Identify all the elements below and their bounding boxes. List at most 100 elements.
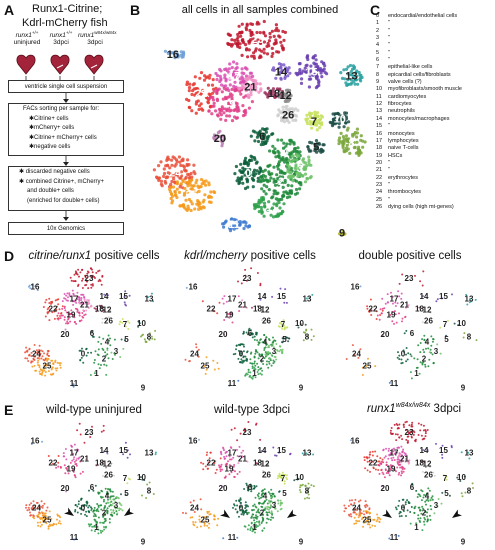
cluster-0-points xyxy=(394,498,413,518)
cluster-label: 12 xyxy=(261,306,270,315)
cluster-label: 13 xyxy=(145,295,154,304)
cluster-label: 2 xyxy=(102,354,107,363)
panel-a-title-line2: Kdrl-mCherry fish xyxy=(22,17,108,29)
cluster-25-points xyxy=(353,510,382,529)
legend-cluster-label: neutrophils xyxy=(388,108,415,115)
legend-cluster-number: 18 xyxy=(376,145,383,152)
cluster-label: 3 xyxy=(434,347,439,356)
panel-d-title-2: kdrl/mcherry positive cells xyxy=(184,250,316,262)
arrow-icon xyxy=(63,211,69,221)
cluster-0-points xyxy=(232,343,249,364)
legend-cluster-label: erythrocytes xyxy=(388,174,418,181)
cluster-label: 15 xyxy=(119,292,128,301)
cluster-label: 19 xyxy=(67,465,76,474)
legend-cluster-label: " xyxy=(388,181,390,188)
cluster-label: 5 xyxy=(282,489,287,498)
cluster-14-points xyxy=(103,293,109,297)
legend-cluster-label: cardiomyocytes xyxy=(388,93,427,100)
cluster-label: 22 xyxy=(369,304,378,313)
cluster-label: 20 xyxy=(381,484,390,493)
cluster-19-points xyxy=(55,459,84,479)
heart-icon xyxy=(50,54,70,84)
cluster-5-points xyxy=(445,334,448,337)
cluster-3-points xyxy=(106,496,124,515)
cluster-label: 11 xyxy=(228,533,237,542)
legend-cluster-label: " xyxy=(388,159,390,166)
cluster-label: 23 xyxy=(85,428,94,437)
legend-row: 6 " xyxy=(376,57,462,64)
cluster-14-points xyxy=(259,293,266,301)
cluster-label: 14 xyxy=(100,292,109,301)
cluster-19-points xyxy=(223,310,241,324)
cluster-12-points xyxy=(262,306,265,313)
cluster-label: 20 xyxy=(381,330,390,339)
arrowhead-icon xyxy=(287,509,297,518)
cluster-label: 22 xyxy=(207,458,216,467)
cluster-label: 4 xyxy=(425,491,430,500)
cluster-label: 17 xyxy=(228,449,237,458)
cluster-25-points xyxy=(32,510,62,530)
cluster-label: 1 xyxy=(266,202,272,214)
legend-row: 0 endocardial/endothelial cells xyxy=(376,13,462,20)
step-facs-line: ✱mCherry+ cells xyxy=(29,125,75,131)
cluster-label: 22 xyxy=(49,304,58,313)
cluster-label: 23 xyxy=(243,428,252,437)
cluster-10-points xyxy=(297,323,307,329)
heart-icon xyxy=(84,54,104,84)
cluster-label: 2 xyxy=(422,354,427,363)
legend-cluster-label: HSCs xyxy=(388,152,403,159)
legend-row: 14 monocytes/macrophages xyxy=(376,116,462,123)
cluster-legend: 0 endocardial/endothelial cells 1 " 2 " 3 " 4 " 5 "… xyxy=(376,13,462,211)
legend-cluster-label: fibrocytes xyxy=(388,101,412,108)
cluster-15-points xyxy=(435,293,453,303)
cluster-label: 13 xyxy=(345,71,357,83)
legend-cluster-label: dying cells (high mt-genes) xyxy=(388,203,454,210)
cluster-label: 19 xyxy=(225,465,234,474)
cluster-6-points xyxy=(242,327,258,339)
cluster-0-points xyxy=(232,497,249,518)
cluster-label: 22 xyxy=(207,304,216,313)
cluster-label: 9 xyxy=(299,384,304,393)
arrowhead-icon xyxy=(64,507,74,516)
cluster-label: 17 xyxy=(390,295,399,304)
cluster-6-points xyxy=(249,127,275,147)
cluster-label: 5 xyxy=(444,335,449,344)
cluster-label: 7 xyxy=(123,320,128,329)
cluster-0-points xyxy=(233,154,264,191)
cluster-label: 14 xyxy=(100,446,109,455)
legend-row: 3 " xyxy=(376,35,462,42)
cluster-label: 17 xyxy=(228,71,240,83)
cluster-label: 6 xyxy=(259,131,265,143)
cluster-label: 21 xyxy=(400,455,409,464)
cluster-label: 25 xyxy=(186,189,198,201)
cluster-label: 3 xyxy=(434,501,439,510)
cluster-23-points xyxy=(389,420,429,444)
cluster-label: 11 xyxy=(390,533,399,542)
cluster-label: 22 xyxy=(49,458,58,467)
legend-cluster-label: " xyxy=(388,167,390,174)
cluster-25-points xyxy=(361,357,377,376)
cluster-label: 21 xyxy=(80,301,89,310)
step-10x-box: 10x Genomics xyxy=(8,222,124,235)
panel-a-title-line1: Runx1-Citrine; xyxy=(32,3,103,15)
cluster-label: 0 xyxy=(245,168,251,180)
cluster-label: 24 xyxy=(352,504,361,513)
legend-row: 23 " xyxy=(376,182,462,189)
cluster-label: 4 xyxy=(105,337,110,346)
cluster-label: 21 xyxy=(238,301,247,310)
cluster-1-points xyxy=(252,196,286,219)
cluster-label: 13 xyxy=(303,295,312,304)
cluster-19-points xyxy=(57,305,87,325)
cluster-8-points xyxy=(302,328,315,342)
cluster-4-points xyxy=(416,487,434,502)
cluster-9-points xyxy=(337,230,347,236)
cluster-label: 5 xyxy=(444,489,449,498)
cluster-label: 2 xyxy=(278,176,284,188)
cluster-label: 22 xyxy=(195,88,207,100)
panel-e-title-1: wild-type uninjured xyxy=(46,404,142,416)
legend-row: 10 myofibroblasts/smooth muscle xyxy=(376,86,462,93)
legend-cluster-number: 22 xyxy=(376,174,383,181)
cluster-17-points xyxy=(381,290,403,307)
panel-e-title-2: wild-type 3dpci xyxy=(213,404,291,416)
cluster-label: 8 xyxy=(305,332,310,341)
